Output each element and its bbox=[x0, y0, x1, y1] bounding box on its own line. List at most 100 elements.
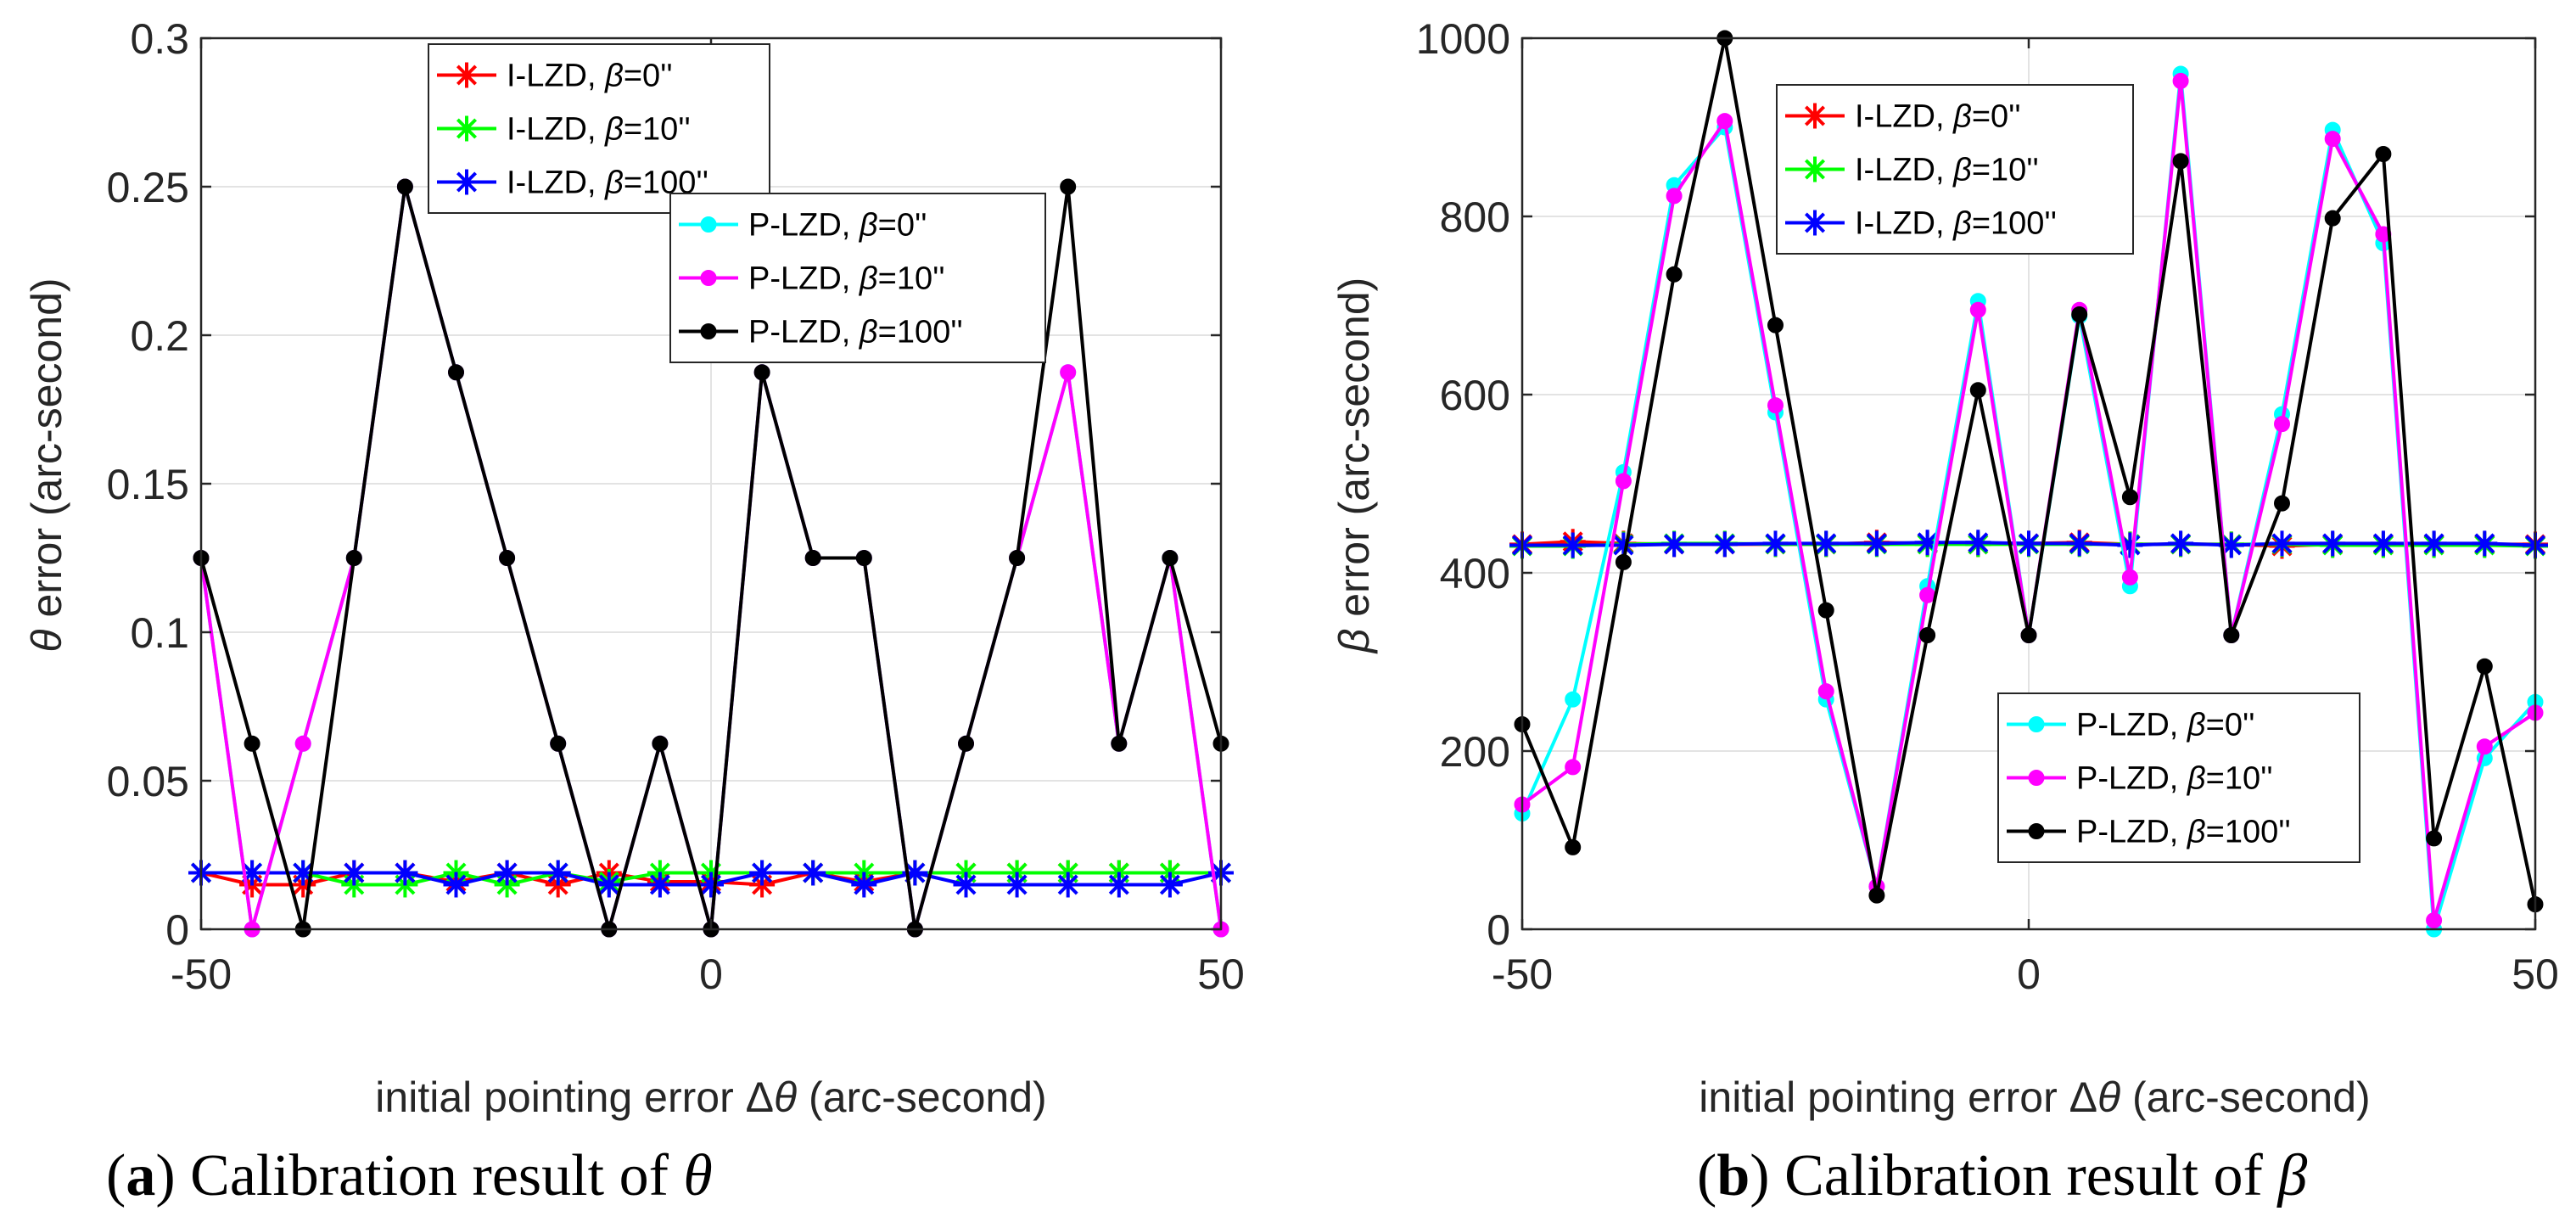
data-point bbox=[2320, 530, 2346, 557]
y-axis-label-theta: θ error (arc-second) bbox=[23, 278, 70, 652]
data-point bbox=[2324, 131, 2341, 148]
legend-i-lzd-theta: I-LZD, β=0'' I-LZD, β=10'' I-LZD, β=100'' bbox=[428, 43, 770, 214]
data-point bbox=[1813, 530, 1840, 557]
x-axis-label-theta: initial pointing error Δθ (arc-second) bbox=[375, 1074, 1046, 1121]
data-point bbox=[1969, 382, 1986, 399]
legend-swatch-marker bbox=[700, 323, 717, 339]
data-point bbox=[1767, 397, 1784, 414]
series-group-beta bbox=[1509, 30, 2548, 938]
legend-label: P-LZD, β=100'' bbox=[2076, 815, 2291, 850]
data-point bbox=[2324, 210, 2341, 227]
data-point bbox=[1914, 530, 1940, 556]
data-point bbox=[392, 860, 418, 886]
data-point bbox=[1919, 586, 1936, 603]
legend-swatch-marker bbox=[2028, 716, 2045, 732]
series-p-lzd-5 bbox=[1514, 30, 2544, 913]
data-point bbox=[2274, 416, 2290, 433]
data-point bbox=[2121, 569, 2138, 586]
y-tick-label: 0.3 bbox=[130, 15, 189, 63]
data-point bbox=[1762, 530, 1789, 557]
legend-label: I-LZD, β=100'' bbox=[507, 165, 708, 201]
x-tick-label: -50 bbox=[1492, 950, 1553, 998]
data-point bbox=[1965, 530, 1991, 556]
data-point bbox=[2016, 530, 2041, 557]
data-point bbox=[1060, 364, 1077, 381]
caption-theta: (a) Calibration result of θ bbox=[106, 1143, 713, 1208]
legend-swatch-marker bbox=[454, 115, 479, 142]
data-point bbox=[2421, 530, 2447, 557]
data-point bbox=[1615, 553, 1632, 570]
y-tick-label: 0 bbox=[1487, 906, 1510, 954]
data-point bbox=[1610, 532, 1637, 558]
data-point bbox=[244, 735, 260, 752]
data-point bbox=[958, 735, 974, 752]
data-point bbox=[2472, 530, 2498, 557]
data-point bbox=[1162, 550, 1179, 566]
data-point bbox=[1767, 317, 1784, 334]
data-point bbox=[753, 364, 770, 381]
x-tick-label: 0 bbox=[699, 950, 723, 998]
legend-entry: I-LZD, β=100'' bbox=[1785, 206, 2057, 242]
legend-entry: P-LZD, β=10'' bbox=[2007, 761, 2273, 797]
data-point bbox=[2168, 530, 2194, 557]
legend-swatch-marker bbox=[454, 169, 479, 195]
data-point bbox=[2117, 532, 2143, 558]
data-point bbox=[396, 178, 413, 195]
y-tick-label: 0 bbox=[165, 906, 189, 954]
data-point bbox=[804, 550, 821, 566]
data-point bbox=[1661, 531, 1688, 558]
x-ticks-theta: -50 0 50 bbox=[171, 38, 1245, 998]
legend-label: P-LZD, β=10'' bbox=[2076, 761, 2273, 797]
data-point bbox=[2172, 72, 2189, 89]
data-point bbox=[1666, 266, 1683, 283]
y-tick-label: 800 bbox=[1440, 193, 1510, 241]
data-point bbox=[953, 872, 979, 898]
data-point bbox=[2375, 146, 2392, 162]
legend-swatch-marker bbox=[700, 270, 717, 286]
legend-swatch-marker bbox=[2028, 770, 2045, 786]
data-point bbox=[2370, 530, 2396, 557]
data-point bbox=[800, 860, 826, 886]
legend-label: P-LZD, β=10'' bbox=[748, 261, 945, 297]
legend-entry: P-LZD, β=100'' bbox=[679, 315, 963, 350]
legend-label: I-LZD, β=10'' bbox=[1855, 153, 2039, 188]
chart-theta-error: 00.050.10.150.20.250.3 -50 0 50 initial po… bbox=[23, 15, 1245, 1208]
data-point bbox=[443, 872, 469, 898]
legend-swatch-marker bbox=[1802, 103, 1828, 129]
data-point bbox=[550, 735, 567, 752]
legend-label: I-LZD, β=10'' bbox=[507, 112, 691, 148]
caption-beta: (b) Calibration result of β bbox=[1697, 1143, 2307, 1208]
x-tick-label: 50 bbox=[1197, 950, 1245, 998]
data-point bbox=[494, 860, 520, 886]
x-ticks-beta: -50 0 50 bbox=[1492, 38, 2559, 998]
y-tick-label: 200 bbox=[1440, 728, 1510, 776]
data-point bbox=[652, 735, 669, 752]
data-point bbox=[698, 872, 724, 898]
data-point bbox=[1111, 735, 1128, 752]
y-tick-label: 1000 bbox=[1416, 15, 1510, 63]
data-point bbox=[902, 860, 928, 886]
data-point bbox=[2476, 738, 2493, 755]
data-point bbox=[2020, 627, 2037, 643]
legend-entry: I-LZD, β=0'' bbox=[1785, 99, 2021, 135]
legend-p-lzd-beta: P-LZD, β=0'' P-LZD, β=10'' P-LZD, β=100'' bbox=[1997, 692, 2360, 863]
legend-label: I-LZD, β=100'' bbox=[1855, 206, 2057, 242]
legend-entry: I-LZD, β=10'' bbox=[437, 112, 691, 148]
data-point bbox=[290, 860, 316, 886]
data-point bbox=[1565, 691, 1582, 708]
y-ticks-beta: 0 200 400 600 800 1000 bbox=[1416, 15, 2535, 954]
legend-swatch-marker bbox=[700, 216, 717, 233]
data-point bbox=[341, 860, 367, 886]
data-point bbox=[2218, 532, 2244, 558]
legend-label: P-LZD, β=0'' bbox=[748, 208, 927, 244]
legend-entry: P-LZD, β=0'' bbox=[679, 208, 927, 244]
data-point bbox=[647, 872, 673, 898]
legend-i-lzd-beta: I-LZD, β=0'' I-LZD, β=10'' I-LZD, β=100'' bbox=[1776, 84, 2134, 255]
legend-label: P-LZD, β=100'' bbox=[748, 315, 963, 350]
data-point bbox=[1004, 872, 1030, 898]
data-point bbox=[2223, 627, 2240, 643]
data-point bbox=[448, 364, 464, 381]
data-point bbox=[1863, 530, 1890, 557]
data-point bbox=[2071, 306, 2088, 322]
data-point bbox=[545, 860, 571, 886]
